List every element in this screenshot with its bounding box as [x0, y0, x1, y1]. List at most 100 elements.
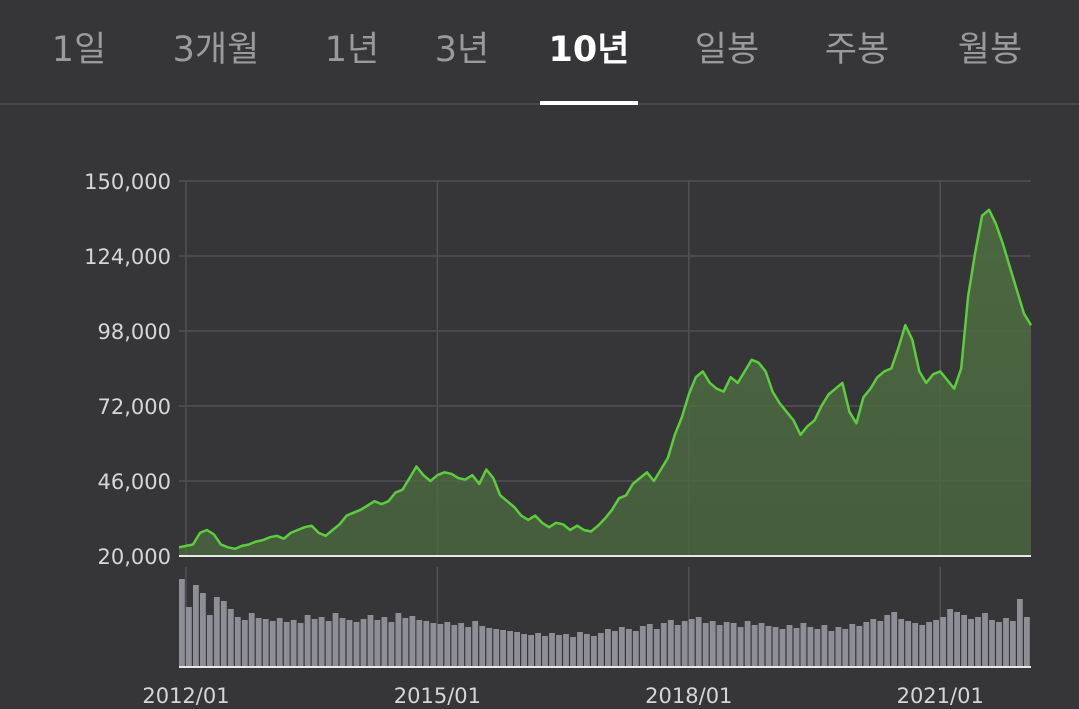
volume-bar: [660, 623, 667, 667]
volume-bar: [416, 620, 423, 667]
tab-1[interactable]: 1일: [51, 30, 107, 70]
volume-bar: [311, 619, 318, 667]
volume-bar: [179, 579, 185, 667]
volume-bar: [388, 622, 395, 667]
volume-bar: [304, 615, 311, 667]
volume-bar: [556, 635, 562, 667]
volume-bar: [290, 620, 297, 667]
volume-bar: [591, 636, 597, 667]
volume-bar: [751, 625, 758, 667]
volume-bar: [639, 626, 646, 667]
volume-bar: [262, 619, 269, 667]
volume-bar: [877, 621, 884, 667]
volume-bar: [954, 612, 960, 667]
volume-bar: [193, 585, 199, 667]
volume-bar: [521, 634, 527, 667]
volume-bar: [961, 615, 967, 667]
volume-bar: [912, 623, 919, 667]
tab-7[interactable]: 주봉: [824, 30, 890, 70]
volume-bar: [975, 617, 981, 667]
volume-bar: [186, 607, 192, 667]
volume-bar: [695, 617, 702, 667]
volume-bar: [919, 625, 926, 667]
volume-bar: [255, 618, 262, 667]
tab-2[interactable]: 3개월: [172, 30, 260, 70]
active-tab-underline: [540, 101, 638, 105]
volume-bar: [849, 624, 856, 667]
volume-bar: [1010, 621, 1016, 667]
volume-bar: [234, 617, 241, 667]
volume-bar: [989, 620, 995, 667]
tab-3[interactable]: 1년: [324, 30, 380, 70]
volume-bar: [863, 622, 870, 667]
volume-bar: [318, 617, 325, 667]
volume-bar: [276, 618, 283, 667]
volume-bar: [619, 627, 625, 667]
volume-bar: [898, 619, 905, 667]
price-area: [178, 208, 1033, 557]
y-axis-labels: 20,000 46,000 72,000 98,000 124,000 150,000: [84, 170, 171, 569]
volume-bar: [248, 613, 255, 667]
y-tick-label: 20,000: [98, 545, 171, 569]
volume-bar: [353, 622, 360, 667]
volume-bar: [500, 630, 506, 667]
volume-bar: [723, 622, 730, 667]
volume-bar: [577, 632, 583, 667]
volume-bar: [653, 629, 660, 667]
volume-bar: [507, 631, 513, 667]
volume-bar: [807, 627, 814, 667]
volume-bar: [598, 633, 604, 667]
volume-bar: [200, 593, 206, 667]
volume-bar: [241, 620, 248, 667]
volume-bar: [458, 623, 465, 667]
volume-bar: [1024, 617, 1030, 667]
volume-bar: [444, 622, 451, 667]
volume-bar: [206, 615, 213, 667]
volume-bar: [283, 622, 290, 667]
volume-bar: [514, 632, 520, 667]
volume-bar: [297, 623, 304, 667]
volume-bar: [1003, 618, 1009, 667]
volume-bar: [870, 619, 877, 667]
volume-bar: [325, 621, 332, 667]
y-tick-label: 124,000: [84, 245, 171, 269]
volume-bar: [213, 597, 220, 667]
price-line: [178, 208, 1033, 551]
tab-8[interactable]: 월봉: [957, 30, 1023, 70]
volume-bar: [437, 624, 444, 667]
volume-bar: [430, 623, 437, 667]
volume-bar: [667, 620, 674, 667]
volume-bar: [1017, 599, 1023, 667]
volume-bar: [933, 620, 939, 667]
volume-bar: [681, 621, 688, 667]
volume-bar: [332, 613, 339, 667]
volume-bar: [605, 629, 611, 667]
volume-bar: [549, 633, 555, 667]
volume-bar: [856, 626, 863, 667]
volume-bar: [486, 628, 493, 667]
tab-4[interactable]: 3년: [434, 30, 490, 70]
volume-bar: [220, 601, 227, 667]
y-tick-label: 98,000: [98, 320, 171, 344]
period-tab-bar: 1일 3개월 1년 3년 10년 일봉 주봉 월봉: [0, 0, 1079, 105]
volume-bar: [381, 617, 388, 667]
volume-bar: [835, 627, 842, 667]
volume-bar: [227, 609, 234, 667]
volume-bar: [395, 613, 402, 667]
x-axis-labels: 2012/01 2015/01 2018/01 2021/01: [142, 684, 983, 708]
volume-bar: [563, 634, 569, 667]
tab-5[interactable]: 10년: [548, 30, 630, 70]
volume-bar: [360, 619, 367, 667]
volume-bar: [402, 618, 409, 667]
volume-bar: [269, 621, 276, 667]
tab-6[interactable]: 일봉: [694, 30, 760, 70]
y-tick-label: 46,000: [98, 470, 171, 494]
volume-bar: [709, 621, 716, 667]
volume-bar: [570, 637, 576, 667]
volume-bar: [535, 633, 541, 667]
volume-bar: [451, 625, 458, 667]
volume-bar: [765, 626, 772, 667]
volume-bar: [528, 635, 534, 667]
volume-bar: [472, 621, 479, 667]
volume-bar: [996, 622, 1002, 667]
